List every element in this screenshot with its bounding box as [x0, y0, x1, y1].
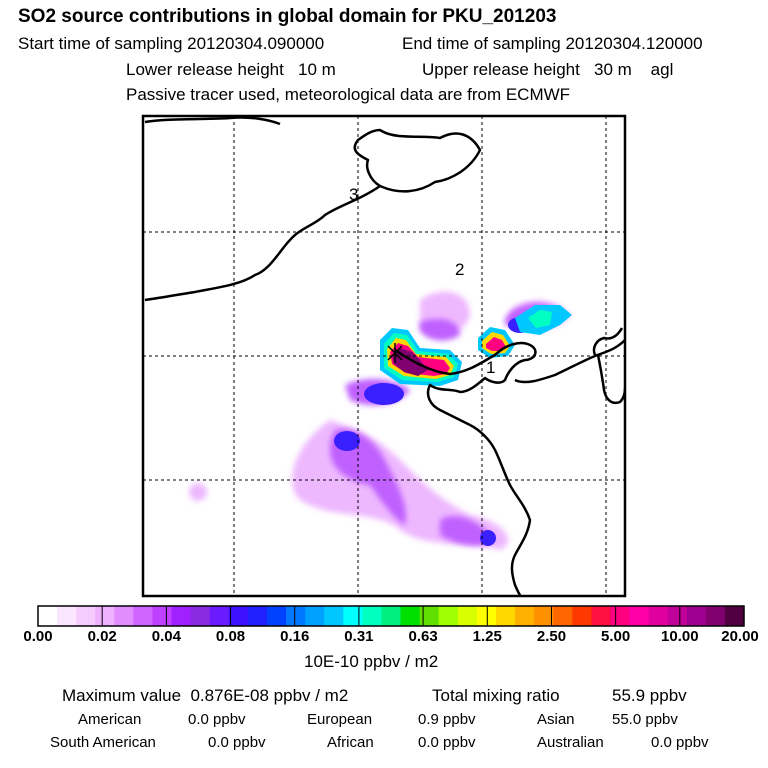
colorbar-tick-label: 0.00	[23, 628, 53, 645]
colorbar-cell	[610, 606, 631, 626]
colorbar-frame	[37, 605, 745, 627]
colorbar-cell	[515, 606, 535, 626]
colorbar-cell	[57, 606, 77, 626]
colorbar-cell	[381, 606, 402, 626]
upper-release-label: Upper release height 30 m agl	[422, 60, 674, 79]
colorbar-cell	[209, 606, 230, 626]
colorbar-cell	[534, 606, 554, 626]
region-value-american: 0.0 ppbv	[188, 711, 246, 728]
colorbar-cell	[629, 606, 650, 626]
colorbar-cell	[476, 606, 497, 626]
colorbar-cell	[438, 606, 459, 626]
colorbar-tick-label: 1.25	[472, 628, 502, 645]
lower-release-label: Lower release height 10 m	[126, 60, 336, 79]
colorbar-cell	[190, 606, 211, 626]
colorbar-cell	[495, 606, 516, 626]
colorbar-tick-label: 10.00	[661, 628, 699, 645]
colorbar-cell	[228, 606, 249, 626]
colorbar-tick-label: 0.08	[215, 628, 246, 645]
colorbar-cell	[38, 606, 58, 626]
region-value-african: 0.0 ppbv	[418, 734, 476, 751]
colorbar-cell	[114, 606, 134, 626]
map-frame	[141, 114, 627, 598]
colorbar-cell	[266, 606, 287, 626]
region-label-1: 1	[486, 358, 495, 377]
receptor-marker	[387, 343, 403, 363]
colorbar-cell	[457, 606, 478, 626]
colorbar-cell	[553, 606, 573, 626]
region-name-australian: Australian	[537, 734, 604, 751]
coastlines	[144, 116, 625, 596]
colorbar-tick-label: 5.00	[601, 628, 631, 645]
colorbar-cell	[247, 606, 268, 626]
colorbar-tick-label: 0.63	[408, 628, 438, 645]
colorbar-cell	[152, 606, 173, 626]
region-name-asian: Asian	[537, 711, 575, 728]
region-value-european: 0.9 ppbv	[418, 711, 476, 728]
colorbar-cell	[362, 606, 382, 626]
region-label-2: 2	[455, 260, 464, 279]
total-mixing-label: Total mixing ratio	[432, 686, 560, 705]
colorbar-cell	[76, 606, 96, 626]
page-title: SO2 source contributions in global domai…	[18, 6, 557, 27]
colorbar-cell	[286, 606, 306, 626]
colorbar-cell	[400, 606, 421, 626]
colorbar-cell	[305, 606, 325, 626]
colorbar-tick-label: 0.04	[151, 628, 181, 645]
colorbar-cell	[572, 606, 592, 626]
colorbar-cell	[95, 606, 115, 626]
region-value-australian: 0.0 ppbv	[651, 734, 709, 751]
region-name-african: African	[327, 734, 374, 751]
colorbar-cell	[724, 606, 745, 626]
colorbar-tick-label: 0.16	[280, 628, 310, 645]
colorbar-tick-label: 20.00	[721, 628, 759, 645]
colorbar-cell	[686, 606, 707, 626]
region-name-european: European	[307, 711, 373, 728]
region-value-asian: 55.0 ppbv	[612, 711, 678, 728]
region-name-american: American	[78, 711, 142, 728]
colorbar-cell	[667, 606, 688, 626]
start-time-label: Start time of sampling 20120304.090000	[18, 34, 325, 53]
colorbar-cell	[705, 606, 726, 626]
colorbar-tick-label: 0.02	[87, 628, 117, 645]
grid-lines	[143, 116, 625, 596]
colorbar-tick-label: 0.31	[344, 628, 374, 645]
tracer-label: Passive tracer used, meteorological data…	[126, 85, 571, 104]
colorbar-cell	[133, 606, 153, 626]
region-label-3: 3	[349, 185, 358, 204]
end-time-label: End time of sampling 20120304.120000	[402, 34, 703, 53]
region-name-south-american: South American	[50, 734, 156, 751]
colorbar-units: 10E-10 ppbv / m2	[304, 652, 439, 671]
colorbar-cell	[343, 606, 363, 626]
colorbar-cell	[324, 606, 344, 626]
colorbar-cell	[591, 606, 611, 626]
region-value-south-american: 0.0 ppbv	[208, 734, 266, 751]
colorbar-cell	[648, 606, 669, 626]
colorbar-cell	[171, 606, 192, 626]
max-value-label: Maximum value 0.876E-08 ppbv / m2	[62, 686, 349, 705]
colorbar	[37, 605, 745, 627]
total-mixing-value: 55.9 ppbv	[612, 686, 687, 705]
colorbar-cell	[419, 606, 440, 626]
colorbar-tick-label: 2.50	[536, 628, 567, 645]
